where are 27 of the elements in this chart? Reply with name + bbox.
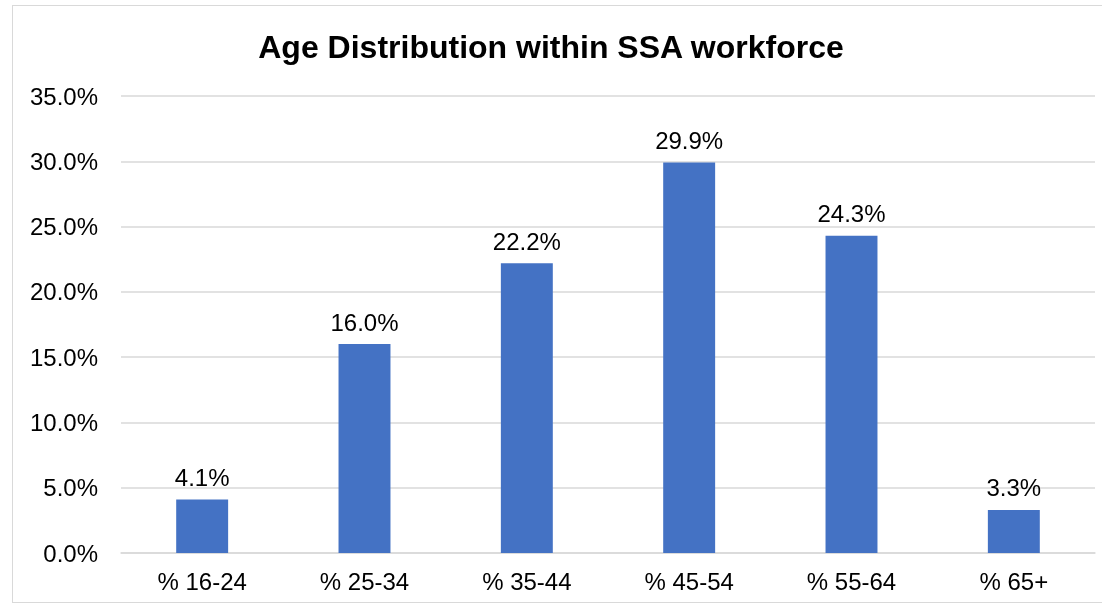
bar <box>176 499 229 553</box>
x-tick-label: % 35-44 <box>482 567 572 595</box>
y-tick-label: 15.0% <box>29 343 98 371</box>
y-tick-label: 0.0% <box>43 539 98 567</box>
x-tick-label: % 55-64 <box>806 567 897 595</box>
data-label: 4.1% <box>174 463 230 491</box>
data-label: 3.3% <box>986 474 1042 502</box>
data-label: 29.9% <box>655 127 724 155</box>
y-tick-label: 5.0% <box>43 474 98 502</box>
bar <box>500 263 553 553</box>
bar <box>987 509 1040 553</box>
x-tick-label: % 25-34 <box>319 567 410 595</box>
bar <box>663 162 716 553</box>
x-tick-label: % 45-54 <box>644 567 734 595</box>
bar <box>825 235 878 553</box>
data-label: 16.0% <box>330 308 399 336</box>
y-tick-label: 35.0% <box>29 82 98 110</box>
bar <box>338 344 391 553</box>
y-tick-label: 10.0% <box>29 408 98 436</box>
y-tick-label: 20.0% <box>29 278 98 306</box>
data-label: 24.3% <box>817 200 886 228</box>
y-tick-label: 30.0% <box>29 147 98 175</box>
data-label: 22.2% <box>492 227 561 255</box>
chart-title: Age Distribution within SSA workforce <box>258 29 844 65</box>
y-tick-label: 25.0% <box>29 213 98 241</box>
x-tick-label: % 65+ <box>979 567 1049 595</box>
x-tick-label: % 16-24 <box>157 567 247 595</box>
